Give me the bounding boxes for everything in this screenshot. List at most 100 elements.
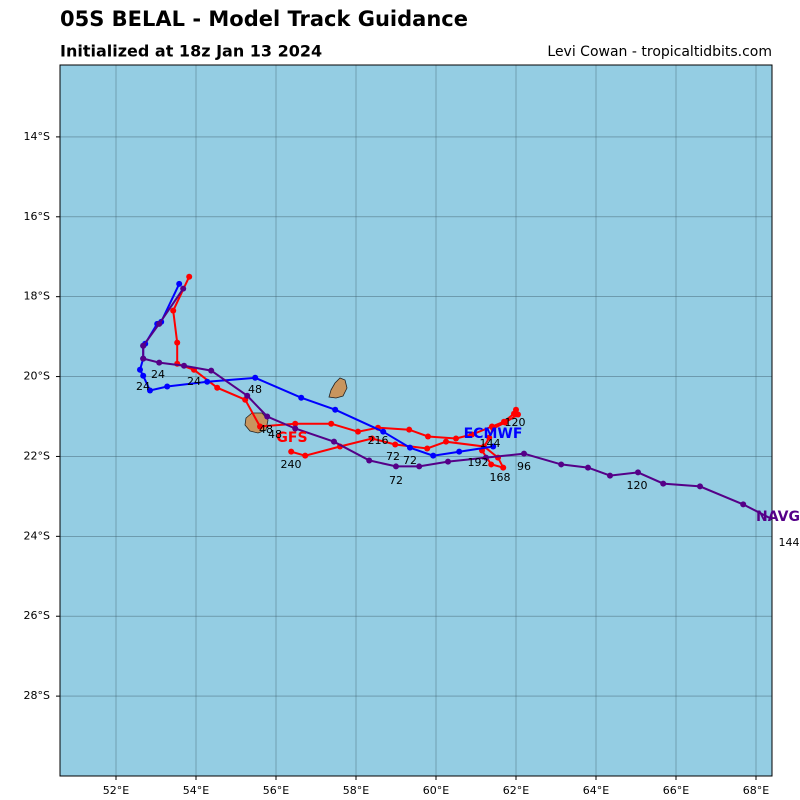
- track-point: [635, 469, 641, 476]
- track-point: [264, 413, 271, 420]
- track-point: [456, 448, 463, 455]
- y-tick-label: 14°S: [24, 130, 50, 143]
- x-tick-label: 62°E: [503, 784, 529, 797]
- y-tick-label: 24°S: [24, 529, 50, 542]
- track-point: [787, 525, 793, 531]
- track-point: [585, 464, 591, 471]
- x-tick-label: 58°E: [343, 784, 369, 797]
- hour-label: 240: [281, 458, 302, 471]
- track-point: [140, 342, 147, 349]
- track-point: [490, 443, 497, 450]
- track-point: [332, 406, 339, 413]
- hour-label: 96: [517, 460, 531, 473]
- track-point: [488, 461, 495, 468]
- track-point: [490, 425, 497, 432]
- track-point: [355, 428, 361, 435]
- track-point: [147, 387, 153, 394]
- hour-label: 24: [187, 375, 201, 388]
- track-point: [302, 452, 309, 459]
- x-tick-label: 54°E: [183, 784, 209, 797]
- track-point: [660, 480, 667, 487]
- track-point: [453, 435, 459, 442]
- track-point: [486, 434, 493, 441]
- chart-subtitle: Initialized at 18z Jan 13 2024: [60, 42, 322, 61]
- track-line: [172, 276, 520, 470]
- hour-label: 120: [627, 479, 648, 492]
- track-point: [430, 452, 437, 459]
- y-tick-label: 26°S: [24, 609, 50, 622]
- track-point: [328, 420, 335, 427]
- track-point: [244, 392, 251, 399]
- y-tick-label: 20°S: [24, 370, 50, 383]
- chart-title: 05S BELAL - Model Track Guidance: [60, 7, 468, 31]
- y-tick-label: 18°S: [24, 290, 50, 303]
- track-point: [416, 463, 423, 470]
- track-point: [500, 464, 507, 471]
- track-point: [393, 463, 399, 470]
- labels: 52°E 54°E 56°E 58°E 60°E 62°E 64°E 66°E 68°E 14°S…: [24, 130, 800, 797]
- hour-label: 48: [248, 383, 262, 396]
- x-tick-label: 66°E: [663, 784, 689, 797]
- hour-label: 48: [259, 423, 273, 436]
- track-point: [164, 383, 171, 390]
- track-point: [292, 420, 299, 427]
- x-tick-label: 60°E: [423, 784, 449, 797]
- tracks: [137, 273, 793, 531]
- track-point: [156, 320, 163, 327]
- track-point: [257, 423, 263, 430]
- hour-label: 120: [505, 416, 526, 429]
- track-point: [292, 425, 299, 432]
- hour-label: 144: [779, 536, 800, 549]
- track-point: [406, 426, 413, 433]
- track-point: [502, 419, 509, 426]
- track-point: [176, 280, 183, 287]
- track-point: [366, 457, 373, 464]
- track-point: [558, 461, 565, 468]
- hour-label: 48: [268, 428, 282, 441]
- track-point: [140, 372, 147, 379]
- track-point: [181, 362, 187, 369]
- track-point: [186, 273, 193, 280]
- track-point: [392, 441, 399, 448]
- track-point: [607, 472, 613, 479]
- track-point: [513, 406, 519, 413]
- hour-label: 24: [136, 380, 150, 393]
- track-point: [170, 307, 177, 314]
- track-point: [515, 411, 521, 418]
- track-point: [424, 445, 431, 452]
- hour-label: 24: [151, 368, 165, 381]
- hour-label: 216: [368, 434, 389, 447]
- track-point: [443, 438, 449, 445]
- track-point: [180, 285, 187, 292]
- track-point: [380, 428, 387, 435]
- track-point: [252, 374, 259, 381]
- hour-label: 72: [389, 474, 403, 487]
- track-point: [140, 355, 147, 362]
- track-point: [483, 454, 489, 461]
- credit: Levi Cowan - tropicaltidbits.com: [547, 44, 772, 60]
- hour-label: 192: [468, 456, 489, 469]
- track-point: [369, 435, 375, 442]
- track-point: [137, 366, 143, 373]
- map-background: [60, 65, 772, 776]
- x-tick-label: 64°E: [583, 784, 609, 797]
- hour-label: 72: [403, 454, 417, 467]
- series-label: NAVG: [756, 509, 800, 525]
- land: [244, 377, 348, 434]
- track-point: [331, 438, 337, 445]
- track-point: [298, 394, 305, 401]
- track-point: [697, 483, 703, 490]
- y-tick-label: 22°S: [24, 449, 50, 462]
- hour-label: 72: [386, 450, 400, 463]
- track-point: [740, 501, 747, 508]
- y-tick-label: 28°S: [24, 689, 50, 702]
- track-point: [204, 378, 211, 385]
- hour-label: 144: [480, 437, 501, 450]
- hour-label: 168: [490, 471, 511, 484]
- x-tick-label: 52°E: [103, 784, 129, 797]
- track-point: [445, 458, 451, 465]
- series-label: ECMWF: [464, 426, 523, 442]
- track-point: [469, 431, 475, 438]
